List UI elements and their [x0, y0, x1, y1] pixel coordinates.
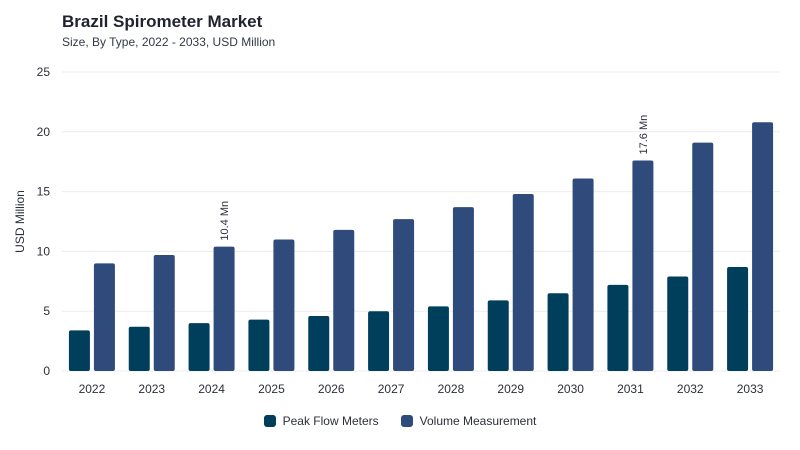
bar-volume-2027 — [393, 219, 415, 371]
x-tick-label: 2023 — [138, 382, 165, 396]
x-tick-label: 2032 — [677, 382, 704, 396]
bar-peak-flow-2025 — [248, 319, 270, 371]
chart-title: Brazil Spirometer Market — [62, 12, 263, 31]
bar-peak-flow-2022 — [68, 330, 90, 371]
bar-volume-2026 — [333, 229, 355, 371]
x-tick-label: 2030 — [557, 382, 584, 396]
bar-peak-flow-2026 — [308, 315, 330, 371]
bar-volume-2031 — [632, 160, 654, 371]
chart-subtitle: Size, By Type, 2022 - 2033, USD Million — [62, 35, 276, 49]
legend: Peak Flow Meters Volume Measurement — [0, 414, 800, 428]
bar-volume-2030 — [572, 178, 594, 371]
bar-peak-flow-2033 — [727, 266, 749, 371]
x-tick-label: 2026 — [318, 382, 345, 396]
bar-peak-flow-2028 — [427, 306, 449, 371]
x-tick-label: 2025 — [258, 382, 285, 396]
bar-volume-2028 — [452, 207, 474, 371]
x-tick-label: 2027 — [378, 382, 405, 396]
bar-volume-2024 — [213, 246, 235, 371]
bar-volume-2033 — [752, 122, 774, 372]
bar-volume-2022 — [93, 263, 115, 371]
y-tick-label: 0 — [43, 364, 50, 378]
legend-swatch-volume — [400, 415, 413, 427]
bar-peak-flow-2029 — [487, 300, 509, 371]
y-tick-label: 15 — [37, 185, 51, 199]
y-tick-label: 20 — [37, 125, 51, 139]
bar-volume-2029 — [512, 193, 534, 371]
x-tick-label: 2022 — [79, 382, 106, 396]
bar-peak-flow-2027 — [368, 311, 390, 371]
x-tick-label: 2029 — [497, 382, 524, 396]
bar-volume-2025 — [273, 239, 295, 371]
legend-label-peak-flow: Peak Flow Meters — [282, 414, 379, 428]
x-tick-label: 2024 — [198, 382, 225, 396]
x-tick-label: 2028 — [438, 382, 465, 396]
legend-label-volume: Volume Measurement — [419, 414, 537, 428]
y-tick-label: 5 — [43, 304, 50, 318]
bar-peak-flow-2032 — [667, 276, 689, 371]
y-tick-label: 25 — [37, 65, 51, 79]
legend-swatch-peak-flow — [263, 415, 276, 427]
x-tick-label: 2033 — [737, 382, 764, 396]
bar-volume-2023 — [153, 254, 175, 371]
x-tick-label: 2031 — [617, 382, 644, 396]
bar-peak-flow-2023 — [128, 326, 150, 371]
legend-item-volume[interactable]: Volume Measurement — [400, 414, 537, 428]
y-tick-label: 10 — [37, 244, 51, 258]
legend-item-peak-flow[interactable]: Peak Flow Meters — [263, 414, 379, 428]
data-label: 10.4 Mn — [219, 201, 231, 241]
bar-volume-2032 — [692, 142, 714, 371]
bar-peak-flow-2031 — [607, 284, 629, 371]
y-axis-label: USD Million — [13, 190, 27, 253]
bar-peak-flow-2024 — [188, 323, 210, 371]
bar-peak-flow-2030 — [547, 293, 569, 371]
data-label: 17.6 Mn — [638, 115, 650, 155]
